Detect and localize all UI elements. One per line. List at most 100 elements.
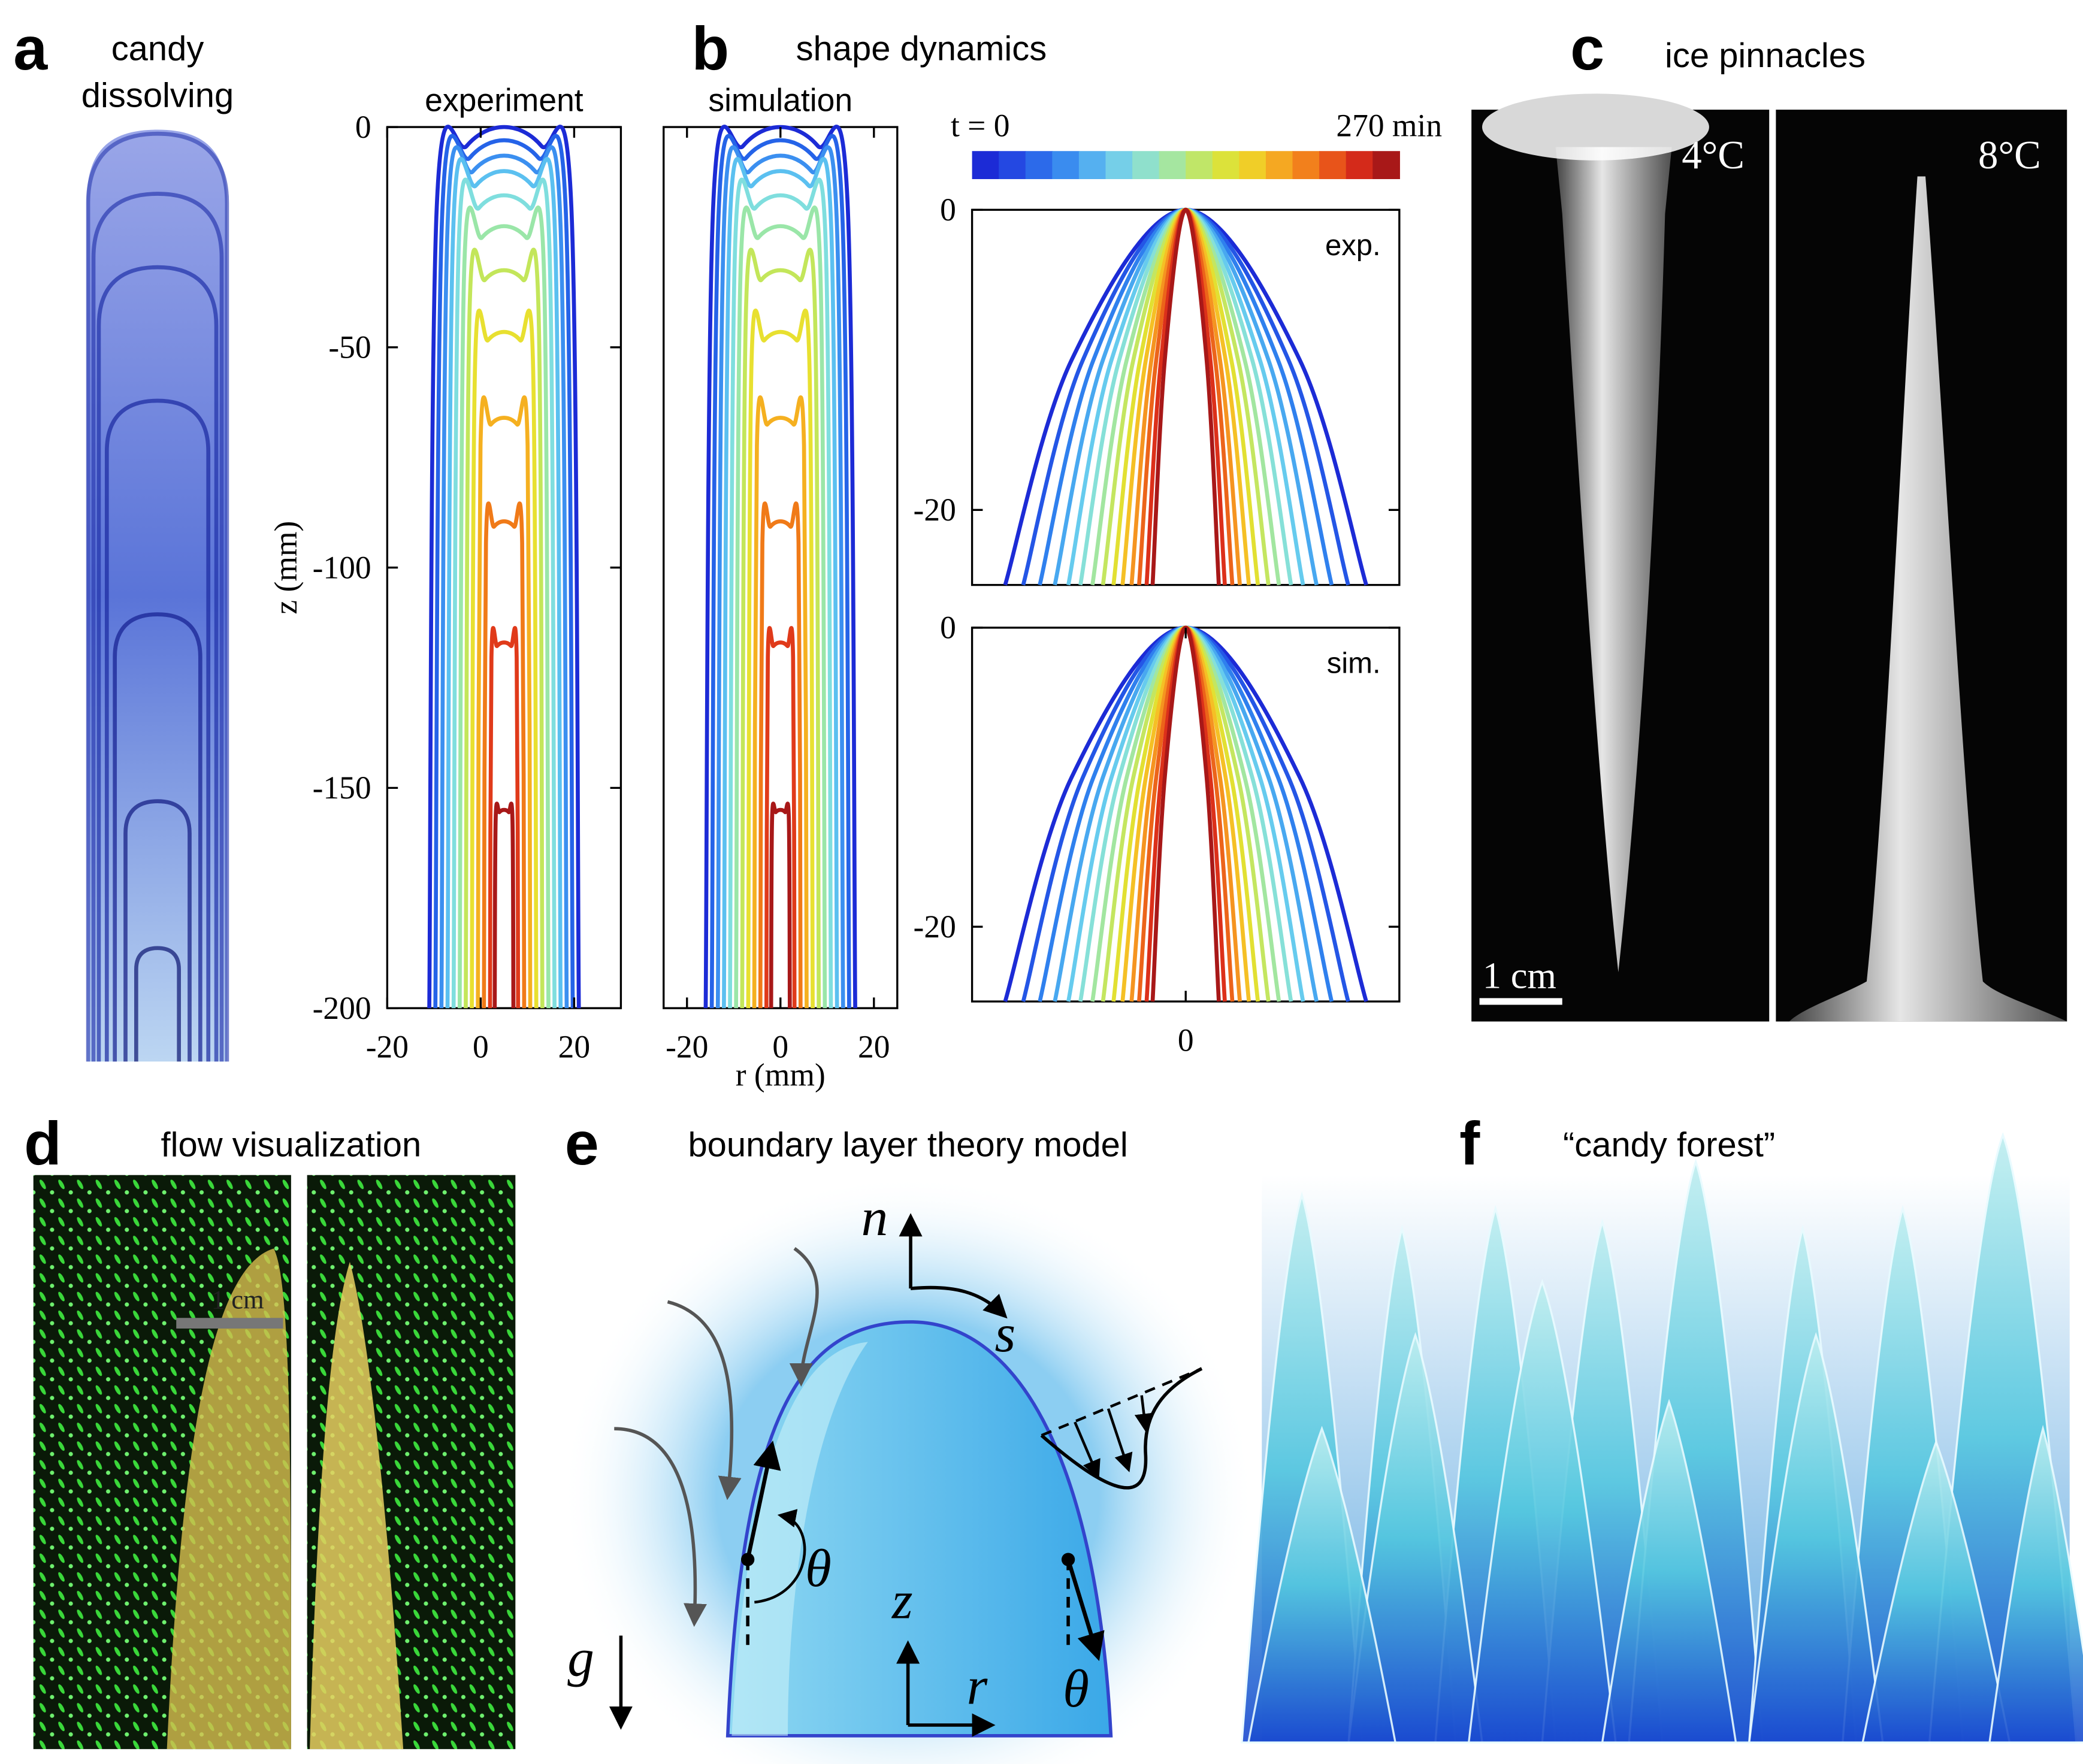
curve <box>740 247 821 1009</box>
tangent-arrow <box>910 1285 1008 1319</box>
candy-layer <box>104 398 211 1062</box>
panel-title: shape dynamics <box>796 30 1047 68</box>
curve <box>1021 207 1350 586</box>
y-tick-label: -100 <box>313 549 371 585</box>
candy-body <box>86 129 227 1062</box>
colorbar-segment <box>1212 151 1240 180</box>
profile-arrow <box>1134 1395 1153 1433</box>
colorbar-label: 270 min <box>1336 108 1442 144</box>
candy-layer <box>91 192 224 1062</box>
colorbar-label: t = 0 <box>951 108 1010 144</box>
colorbar-segment <box>1372 151 1400 180</box>
ice-holder <box>1482 93 1709 161</box>
plot-frame <box>386 126 622 1009</box>
y-tick-label: -200 <box>313 990 371 1026</box>
colorbar-segment <box>1319 151 1347 180</box>
panel-letter: c <box>1570 14 1604 83</box>
x-tick-label: 0 <box>1178 1022 1194 1058</box>
curve <box>752 395 809 1009</box>
colorbar-segment <box>972 151 1000 180</box>
panel-letters: a b c d e f <box>13 14 1604 1178</box>
curve <box>445 157 563 1009</box>
curve <box>722 157 839 1009</box>
curve <box>439 145 569 1009</box>
profile-arrow <box>1074 1421 1101 1479</box>
ice-pinnacle <box>1555 147 1672 972</box>
panel-title: boundary layer theory model <box>688 1126 1127 1164</box>
panel-letter: b <box>692 14 730 83</box>
curve <box>1150 207 1221 585</box>
colorbar-segment <box>1025 151 1053 180</box>
curve <box>728 177 833 1009</box>
curve <box>470 308 539 1009</box>
symbol: θ <box>805 1539 832 1598</box>
y-tick-label: 0 <box>940 610 956 646</box>
point <box>741 1553 755 1566</box>
scale-label: 1 cm <box>211 1285 264 1315</box>
curve <box>1078 625 1293 1002</box>
x-tick-label: 20 <box>858 1029 890 1065</box>
x-axis-label: r (mm) <box>736 1057 826 1093</box>
panel-letter: d <box>24 1109 62 1178</box>
colorbar-segment <box>1265 151 1293 180</box>
profile-dash <box>1041 1367 1202 1437</box>
y-axis-label: z (mm) <box>268 521 304 615</box>
panel-letter: f <box>1459 1109 1480 1178</box>
curve <box>715 145 845 1009</box>
candy-shape <box>310 1261 404 1750</box>
panel-title: “candy forest” <box>1563 1126 1775 1164</box>
curve <box>1003 625 1368 1002</box>
flow-arrow <box>614 1427 707 1627</box>
curve <box>746 308 815 1009</box>
spike <box>1601 1399 1737 1744</box>
y-tick-label: -20 <box>914 909 956 945</box>
tangent-arrow <box>745 1441 781 1560</box>
candy-highlight <box>731 1342 868 1736</box>
curve <box>482 501 527 1009</box>
panel-letter: a <box>13 14 48 83</box>
chart-title: experiment <box>425 83 584 118</box>
curve <box>464 247 545 1009</box>
temperature-label: 8°C <box>1978 133 2041 177</box>
curve <box>427 125 581 1009</box>
curve <box>758 501 803 1009</box>
colorbar-segment <box>1078 151 1107 180</box>
symbol: r <box>967 1657 988 1715</box>
flow-arrow <box>789 1247 819 1387</box>
photo-labels: 4°C 8°C 1 cm 1 cm <box>211 133 2041 1314</box>
curve <box>769 801 792 1009</box>
candy-photo <box>86 129 229 1062</box>
panel-title: ice pinnacles <box>1665 37 1866 75</box>
plot-frame <box>663 126 899 1009</box>
curve <box>1021 625 1350 1002</box>
colorbar-segment <box>1239 151 1267 180</box>
x-tick-label: 20 <box>558 1029 590 1065</box>
annotation: sim. <box>1327 647 1381 680</box>
curve <box>1053 625 1319 1002</box>
flow-arrow <box>667 1300 742 1500</box>
spike <box>1748 1332 1884 1744</box>
curve <box>433 134 575 1009</box>
curve <box>1066 207 1305 586</box>
scale-label: 1 cm <box>1483 955 1556 997</box>
colorbar-segment <box>999 151 1026 180</box>
candy-shape <box>167 1248 291 1750</box>
x-tick-label: 0 <box>473 1029 489 1065</box>
panel-title: flow visualization <box>161 1126 422 1164</box>
ice-pinnacle <box>1789 176 2067 1022</box>
x-tick-label: -20 <box>366 1029 409 1065</box>
curve <box>488 626 521 1009</box>
spike <box>1467 1279 1617 1744</box>
colorbar-segment <box>1159 151 1187 180</box>
symbol: n <box>861 1188 888 1247</box>
candy-layer <box>123 799 192 1062</box>
annotation: exp. <box>1325 229 1381 262</box>
curve <box>1003 207 1368 586</box>
candy-layer <box>134 946 182 1062</box>
spikes <box>1241 1131 2083 1744</box>
curve <box>457 205 551 1009</box>
colorbar-segment <box>1132 151 1160 180</box>
symbol: s <box>994 1305 1015 1363</box>
curve <box>1053 207 1319 586</box>
